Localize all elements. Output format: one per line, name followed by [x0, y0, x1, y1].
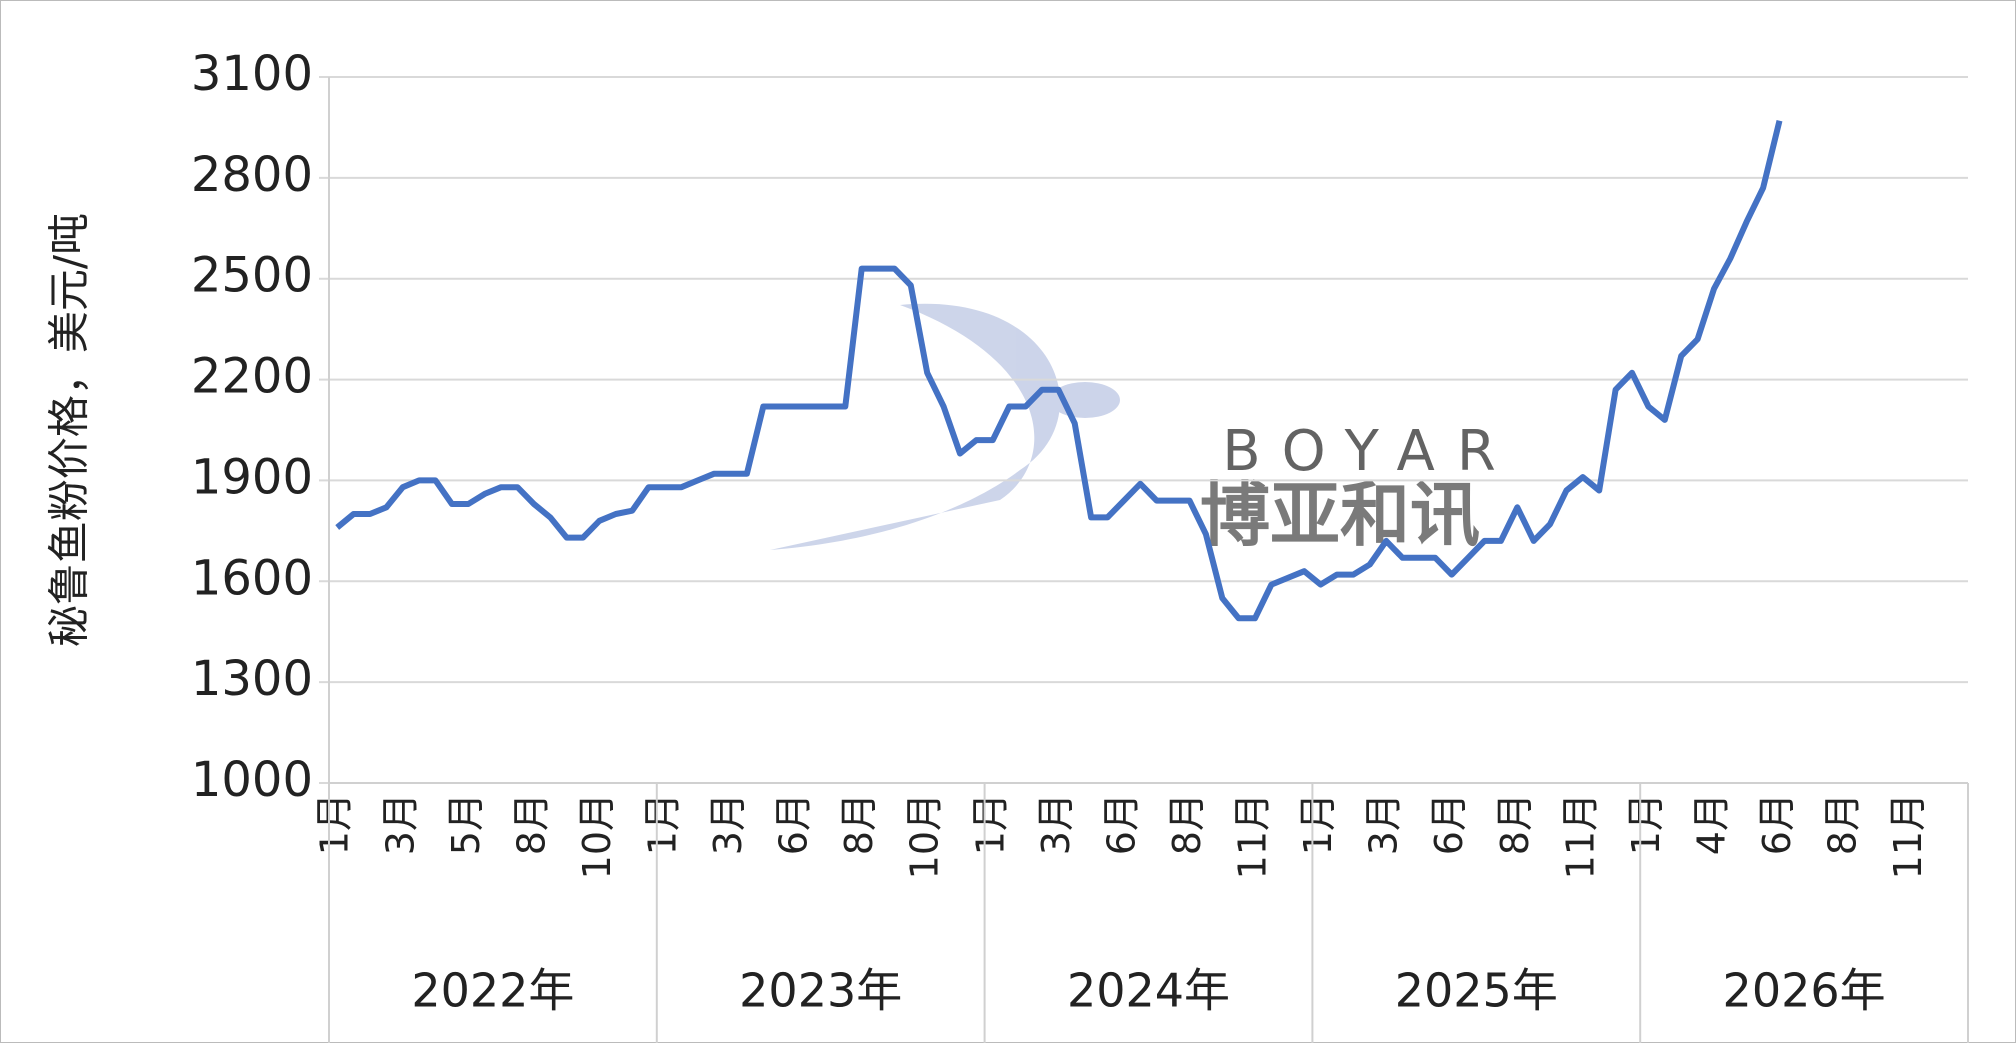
year-label: 2022年 [411, 964, 574, 1018]
x-tick-label: 5月 [444, 793, 488, 855]
x-tick-label: 6月 [772, 793, 816, 855]
x-tick-label: 8月 [1493, 793, 1537, 855]
y-tick-label: 1900 [191, 449, 313, 505]
x-tick-label: 1月 [640, 793, 684, 855]
x-tick-label: 3月 [1362, 793, 1406, 855]
x-tick-label: 3月 [1034, 793, 1078, 855]
y-tick-label: 1600 [191, 550, 313, 606]
x-tick-label: 8月 [837, 793, 881, 855]
x-tick-label: 10月 [575, 793, 619, 879]
x-tick-label: 6月 [1099, 793, 1143, 855]
x-tick-label: 6月 [1755, 793, 1799, 855]
x-tick-label: 1月 [1296, 793, 1340, 855]
x-tick-label: 11月 [1886, 793, 1930, 879]
watermark-text: 博亚和讯 [1200, 474, 1480, 556]
y-tick-label: 1000 [191, 752, 313, 808]
series-line [335, 119, 1783, 622]
year-label: 2023年 [739, 964, 902, 1018]
y-tick-label: 3100 [191, 46, 313, 102]
y-tick-label: 1300 [191, 651, 313, 707]
x-tick-label: 11月 [1231, 793, 1275, 879]
x-tick-label: 6月 [1427, 793, 1471, 855]
x-tick-label: 3月 [706, 793, 750, 855]
year-label: 2026年 [1723, 964, 1886, 1018]
x-tick-label: 11月 [1558, 793, 1602, 879]
x-tick-label: 1月 [1624, 793, 1668, 855]
x-tick-label: 1月 [313, 793, 357, 855]
x-tick-label: 3月 [378, 793, 422, 855]
y-axis-title: 秘鲁鱼粉价格，美元/吨 [45, 213, 94, 647]
x-tick-label: 8月 [509, 793, 553, 855]
y-tick-label: 2200 [191, 349, 313, 405]
year-label: 2024年 [1067, 964, 1230, 1018]
watermark-text: BOYAR [1222, 419, 1518, 484]
x-tick-label: 4月 [1689, 793, 1733, 855]
x-tick-label: 8月 [1165, 793, 1209, 855]
x-tick-label: 1月 [968, 793, 1012, 855]
y-tick-label: 2500 [191, 248, 313, 304]
x-tick-label: 10月 [903, 793, 947, 879]
y-tick-label: 2800 [191, 147, 313, 203]
x-tick-label: 8月 [1821, 793, 1865, 855]
year-label: 2025年 [1395, 964, 1558, 1018]
